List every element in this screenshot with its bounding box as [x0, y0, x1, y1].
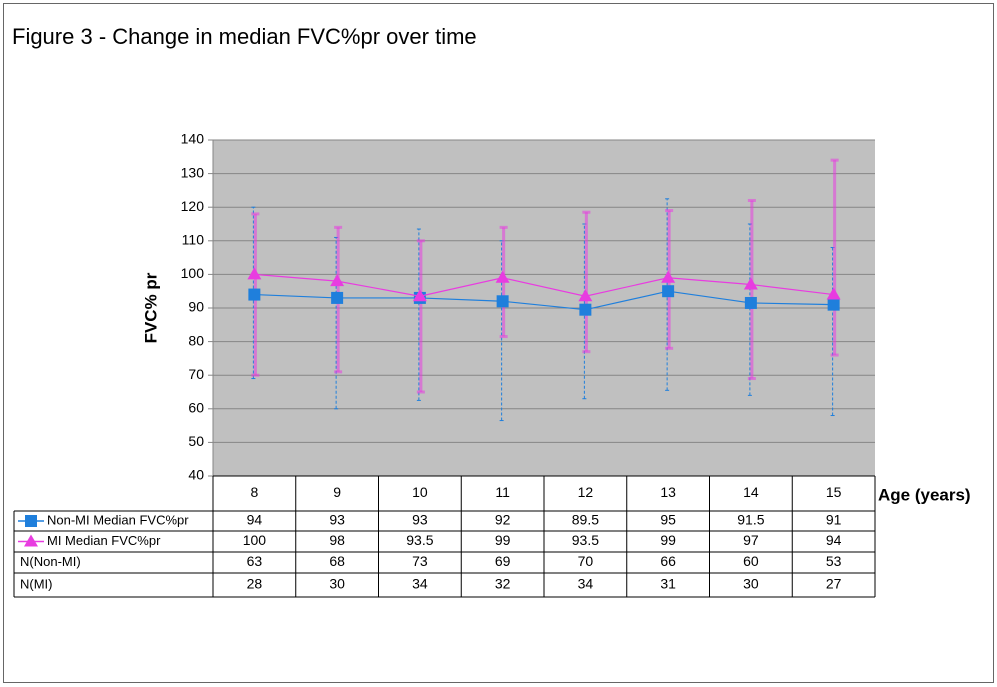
y-tick-label: 90 — [188, 299, 204, 315]
data-point — [331, 291, 344, 304]
y-tick-label: 120 — [181, 198, 205, 214]
data-point — [744, 296, 757, 309]
data-point — [412, 289, 427, 302]
table-cell: 93.5 — [406, 532, 433, 548]
y-tick-label: 130 — [181, 164, 205, 180]
x-tick-label: 11 — [495, 484, 510, 500]
table-cell: 73 — [412, 553, 428, 569]
data-point — [496, 295, 509, 308]
series-line — [254, 290, 834, 311]
table-cell: 66 — [660, 553, 676, 569]
table-cell: 34 — [578, 576, 594, 592]
y-tick-label: 100 — [181, 265, 205, 281]
table-cell: 98 — [329, 532, 345, 548]
table-cell: 92 — [495, 512, 511, 528]
table-cell: 30 — [329, 576, 345, 592]
table-cell: 95 — [660, 512, 676, 528]
data-point — [661, 270, 676, 283]
data-point — [495, 270, 510, 283]
data-point — [662, 285, 675, 298]
y-tick-label: 70 — [188, 366, 204, 382]
table-cell: 60 — [743, 553, 759, 569]
y-tick-label: 140 — [181, 131, 205, 147]
data-point — [578, 289, 593, 302]
table-cell: 63 — [247, 553, 263, 569]
x-tick-label: 8 — [250, 484, 258, 500]
table-cell: 70 — [578, 553, 594, 569]
data-point — [248, 288, 261, 301]
data-point — [827, 298, 840, 311]
data-point — [826, 287, 841, 300]
legend-marker — [25, 515, 37, 527]
table-row-label: MI Median FVC%pr — [47, 533, 161, 548]
data-point — [247, 267, 262, 280]
data-point — [743, 277, 758, 290]
table-cell: 94 — [826, 532, 842, 548]
table-cell: 68 — [329, 553, 345, 569]
table-row-label: Non-MI Median FVC%pr — [47, 512, 189, 527]
chart-title: Figure 3 - Change in median FVC%pr over … — [12, 24, 477, 49]
table-cell: 27 — [826, 576, 842, 592]
table-cell: 97 — [743, 532, 759, 548]
table-cell: 99 — [660, 532, 676, 548]
table-cell: 31 — [660, 576, 676, 592]
x-tick-label: 12 — [578, 484, 594, 500]
table-cell: 89.5 — [572, 512, 599, 528]
series-line — [254, 273, 834, 297]
table-cell: 53 — [826, 553, 842, 569]
data-point — [330, 274, 345, 287]
legend-marker — [24, 534, 38, 547]
y-axis-label: FVC% pr — [141, 272, 160, 343]
table-cell: 91 — [826, 512, 842, 528]
y-tick-label: 60 — [188, 400, 204, 416]
table-cell: 28 — [247, 576, 263, 592]
table-cell: 91.5 — [737, 512, 764, 528]
y-tick-label: 110 — [182, 232, 205, 248]
table-cell: 30 — [743, 576, 759, 592]
table-row-label: N(MI) — [20, 576, 53, 591]
table-cell: 93.5 — [572, 532, 599, 548]
x-tick-label: 15 — [826, 484, 842, 500]
table-cell: 93 — [329, 512, 345, 528]
data-point — [579, 303, 592, 316]
table-cell: 94 — [247, 512, 263, 528]
x-tick-label: 10 — [412, 484, 428, 500]
table-cell: 100 — [243, 532, 267, 548]
table-cell: 69 — [495, 553, 511, 569]
x-tick-label: 14 — [743, 484, 759, 500]
table-row-label: N(Non-MI) — [20, 554, 81, 569]
table-cell: 93 — [412, 512, 428, 528]
table-cell: 99 — [495, 532, 511, 548]
x-axis-label: Age (years) — [878, 485, 971, 504]
x-tick-label: 9 — [333, 484, 341, 500]
y-tick-label: 50 — [188, 433, 204, 449]
table-cell: 34 — [412, 576, 428, 592]
table-cell: 32 — [495, 576, 511, 592]
x-tick-label: 13 — [660, 484, 676, 500]
y-tick-label: 80 — [188, 332, 204, 348]
y-tick-label: 40 — [188, 467, 204, 483]
